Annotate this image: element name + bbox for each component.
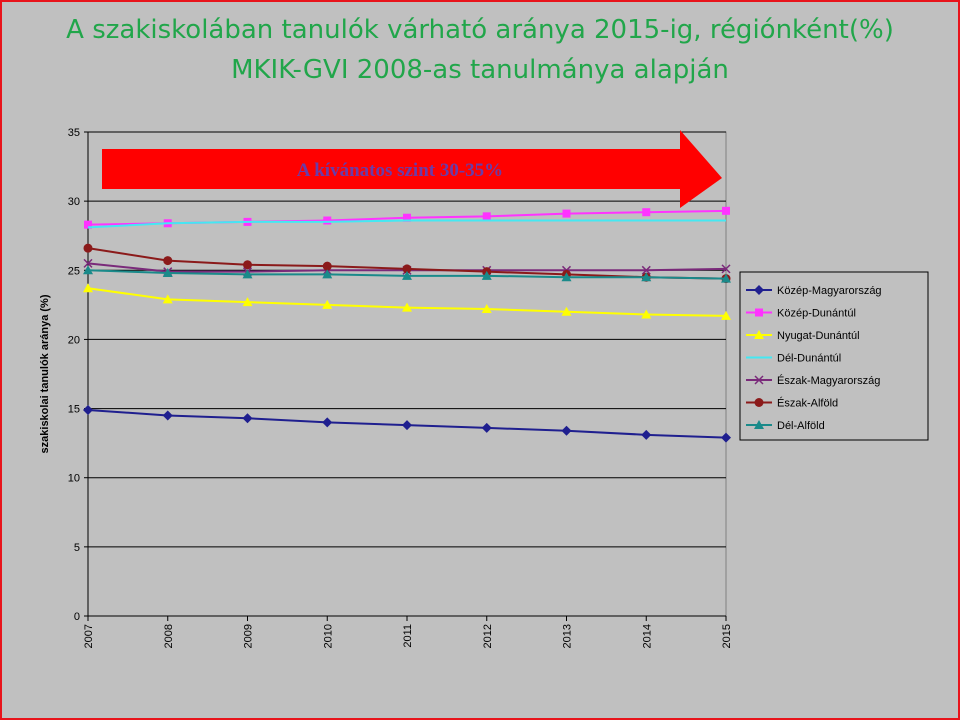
legend-label: Nyugat-Dunántúl (777, 330, 860, 342)
series-1-point (642, 208, 651, 217)
legend-item: Észak-Magyarország (746, 374, 880, 387)
legend-label: Észak-Magyarország (777, 374, 880, 387)
legend-item: Dél-Dunántúl (746, 353, 841, 365)
series-5-point (163, 256, 173, 266)
legend-label: Dél-Dunántúl (777, 353, 841, 365)
series-0-point (481, 422, 492, 433)
series-6-group (83, 265, 731, 283)
y-tick-label: 20 (68, 334, 80, 346)
series-6-point (481, 270, 492, 280)
series-0-point (242, 413, 253, 424)
series-2-point (322, 299, 333, 309)
series-0-group (83, 404, 731, 443)
y-tick-label: 0 (74, 611, 80, 623)
legend-label: Dél-Alföld (777, 420, 825, 432)
y-axis-label: szakiskolai tanulók aránya (%) (39, 294, 51, 453)
legend-swatch-marker (754, 398, 764, 407)
series-4-point (641, 265, 651, 275)
x-tick-label: 2008 (163, 624, 175, 648)
series-2-point (242, 297, 253, 307)
series-0-point (322, 417, 333, 428)
x-tick-label: 2015 (721, 624, 733, 648)
series-2-point (721, 310, 731, 320)
legend-swatch-marker (754, 420, 764, 429)
title-line-1: A szakiskolában tanulók várható aránya 2… (66, 15, 894, 45)
series-4-point (721, 264, 731, 274)
series-2-group (83, 283, 731, 320)
x-tick-label: 2010 (322, 624, 334, 648)
series-0-point (641, 429, 652, 440)
x-tick-label: 2007 (83, 624, 95, 648)
legend-swatch-marker (755, 308, 763, 317)
series-6-point (561, 272, 572, 282)
series-2-point (402, 302, 412, 312)
series-2-point (481, 304, 492, 314)
x-tick-label: 2011 (402, 624, 414, 648)
x-tick-label: 2012 (482, 624, 494, 648)
legend-swatch-marker (754, 285, 764, 295)
y-tick-label: 30 (68, 196, 80, 208)
y-tick-label: 25 (68, 265, 80, 277)
series-0-point (402, 420, 412, 431)
legend-item: Dél-Alföld (746, 420, 825, 432)
series-0-point (561, 425, 572, 436)
series-3-group (87, 219, 726, 229)
series-2-point (641, 309, 652, 319)
series-2-point (83, 283, 93, 293)
series-6-point (162, 268, 173, 278)
legend-box (739, 271, 929, 441)
slide-title: A szakiskolában tanulók várható aránya 2… (2, 10, 958, 90)
series-6-point (641, 272, 652, 282)
legend-item: Közép-Dunántúl (746, 308, 856, 320)
target-level-arrow (102, 130, 722, 208)
legend-swatch-marker (754, 375, 764, 385)
y-tick-label: 10 (68, 473, 80, 485)
legend-swatch-marker (754, 330, 764, 339)
series-1-point (84, 220, 92, 229)
series-2-point (561, 306, 572, 316)
series-3-line (87, 219, 726, 229)
series-6-point (322, 269, 333, 279)
series-1-point (403, 213, 411, 222)
y-tick-label: 5 (74, 542, 80, 554)
series-1-point (722, 206, 730, 215)
series-0-point (721, 432, 731, 443)
series-1-point (562, 209, 571, 218)
title-line-2: MKIK-GVI 2008-as tanulmánya alapján (231, 55, 729, 85)
y-tick-label: 15 (68, 404, 80, 416)
series-1-point (482, 212, 491, 221)
legend-label: Közép-Magyarország (777, 285, 882, 297)
series-5-point (243, 260, 252, 270)
series-5-point (83, 243, 93, 253)
y-tick-label: 35 (68, 127, 80, 139)
target-level-annotation: A kívánatos szint 30-35% (297, 160, 503, 181)
series-5-point (402, 264, 412, 274)
series-0-point (83, 404, 93, 415)
series-6-point (721, 273, 731, 283)
series-2-point (162, 294, 173, 304)
series-6-point (83, 265, 93, 275)
series-5-point (322, 261, 332, 271)
legend-item: Nyugat-Dunántúl (746, 330, 860, 342)
x-tick-label: 2013 (562, 624, 574, 648)
series-1-point (323, 216, 332, 225)
series-6-point (402, 270, 412, 280)
plot-area (87, 131, 727, 617)
legend-item: Észak-Alföld (746, 397, 838, 410)
x-tick-label: 2014 (641, 624, 653, 648)
series-4-point (83, 258, 93, 268)
series-0-point (162, 410, 173, 421)
legend-label: Közép-Dunántúl (777, 308, 856, 320)
legend-label: Észak-Alföld (777, 397, 838, 410)
x-tick-label: 2009 (243, 624, 255, 648)
legend-item: Közép-Magyarország (746, 285, 882, 297)
series-6-point (242, 269, 253, 279)
